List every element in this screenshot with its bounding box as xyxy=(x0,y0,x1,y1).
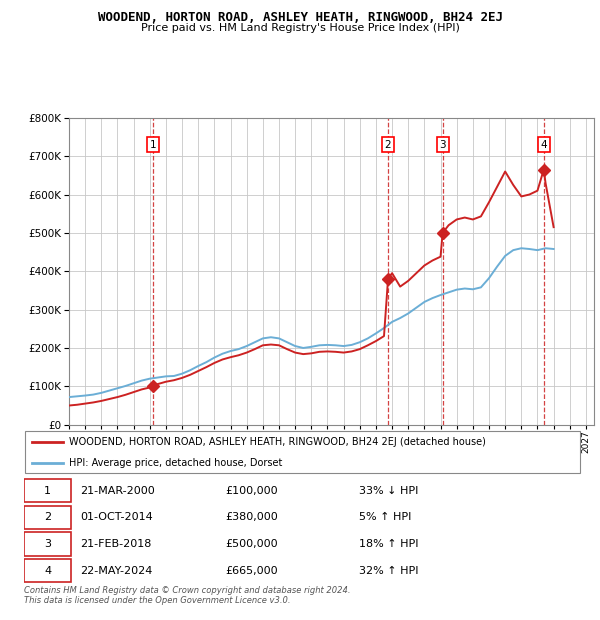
Text: HPI: Average price, detached house, Dorset: HPI: Average price, detached house, Dors… xyxy=(68,458,282,467)
Text: 4: 4 xyxy=(44,565,51,576)
FancyBboxPatch shape xyxy=(24,506,71,529)
Text: 3: 3 xyxy=(44,539,51,549)
Text: WOODEND, HORTON ROAD, ASHLEY HEATH, RINGWOOD, BH24 2EJ: WOODEND, HORTON ROAD, ASHLEY HEATH, RING… xyxy=(97,11,503,24)
Text: 2: 2 xyxy=(44,512,51,523)
Text: Contains HM Land Registry data © Crown copyright and database right 2024.
This d: Contains HM Land Registry data © Crown c… xyxy=(24,586,350,605)
Text: £665,000: £665,000 xyxy=(225,565,278,576)
Text: 1: 1 xyxy=(44,485,51,496)
FancyBboxPatch shape xyxy=(24,533,71,556)
Text: 01-OCT-2014: 01-OCT-2014 xyxy=(80,512,152,523)
Text: 22-MAY-2024: 22-MAY-2024 xyxy=(80,565,152,576)
Text: Price paid vs. HM Land Registry's House Price Index (HPI): Price paid vs. HM Land Registry's House … xyxy=(140,23,460,33)
Text: £100,000: £100,000 xyxy=(225,485,278,496)
Text: £380,000: £380,000 xyxy=(225,512,278,523)
Text: £500,000: £500,000 xyxy=(225,539,278,549)
FancyBboxPatch shape xyxy=(24,559,71,582)
Text: 32% ↑ HPI: 32% ↑ HPI xyxy=(359,565,418,576)
Text: 33% ↓ HPI: 33% ↓ HPI xyxy=(359,485,418,496)
Text: 5% ↑ HPI: 5% ↑ HPI xyxy=(359,512,411,523)
FancyBboxPatch shape xyxy=(25,432,580,472)
Text: 3: 3 xyxy=(439,140,446,149)
Text: 21-MAR-2000: 21-MAR-2000 xyxy=(80,485,155,496)
Text: 2: 2 xyxy=(385,140,391,149)
Text: 4: 4 xyxy=(541,140,547,149)
Text: 18% ↑ HPI: 18% ↑ HPI xyxy=(359,539,418,549)
Text: 1: 1 xyxy=(150,140,157,149)
Text: 21-FEB-2018: 21-FEB-2018 xyxy=(80,539,151,549)
Text: WOODEND, HORTON ROAD, ASHLEY HEATH, RINGWOOD, BH24 2EJ (detached house): WOODEND, HORTON ROAD, ASHLEY HEATH, RING… xyxy=(68,437,485,447)
FancyBboxPatch shape xyxy=(24,479,71,502)
